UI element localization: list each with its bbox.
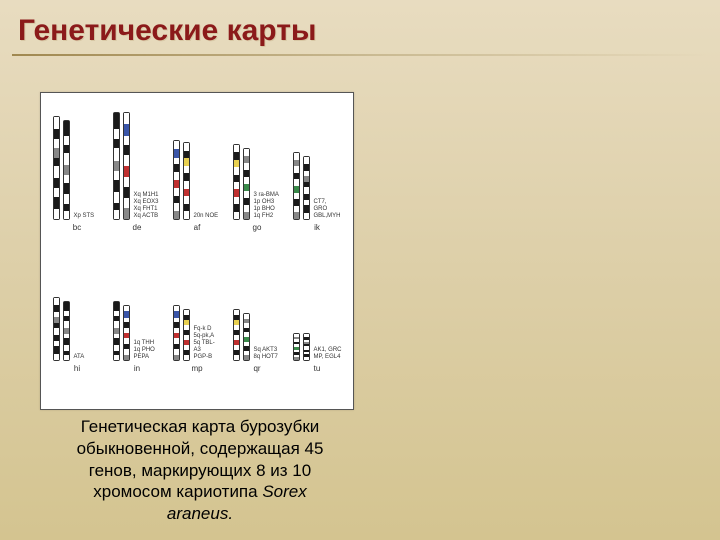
gene-label-column: Fq-k D5q-pk,A5q TBL-A3PGP-B bbox=[194, 326, 222, 361]
chromosome-ideogram bbox=[233, 144, 240, 220]
gene-label-column: 1q THH1q PHOPEPA bbox=[134, 340, 162, 361]
chromosome-ideogram bbox=[123, 112, 130, 220]
gene-label-column: Xq M1H1Xq EOX3Xq FHT1Xq ACTB bbox=[134, 192, 162, 220]
chromosome-axis-label: tu bbox=[314, 364, 321, 373]
chromosome-ideogram bbox=[63, 120, 70, 220]
chromosome-pair: 20n NOE af bbox=[173, 112, 222, 232]
chromosome-pair: Fq-k D5q-pk,A5q TBL-A3PGP-B mp bbox=[173, 253, 222, 373]
chromosome-pair: Xp STS bc bbox=[53, 112, 102, 232]
chromosome-axis-label: qr bbox=[253, 364, 260, 373]
chromosome-axis-label: go bbox=[253, 223, 262, 232]
page-title: Генетические карты bbox=[0, 0, 720, 54]
genetic-map-figure: Xp STS bc Xq M1H1Xq EOX3Xq FHT1Xq ACTB de 20… bbox=[40, 92, 354, 410]
chromosome-ideogram bbox=[183, 142, 190, 220]
chromosome-axis-label: mp bbox=[191, 364, 202, 373]
chromosome-ideogram bbox=[173, 140, 180, 220]
caption-line-1: Генетическая карта бурозубки bbox=[81, 417, 320, 436]
caption-line-2: обыкновенной, содержащая 45 bbox=[77, 439, 324, 458]
gene-label-column: Sq AKT38q HOT7 bbox=[254, 347, 282, 361]
chromosome-ideogram bbox=[123, 305, 130, 361]
species-name-1: Sorex bbox=[262, 482, 306, 501]
chromosome-ideogram bbox=[113, 301, 120, 361]
chromosome-ideogram bbox=[243, 313, 250, 361]
chromosome-ideogram bbox=[63, 301, 70, 361]
chromosome-ideogram bbox=[113, 112, 120, 220]
figure-row-bottom: ATA hi 1q THH1q PHOPEPA in Fq-k D5q-pk,A5q T… bbox=[41, 233, 353, 373]
gene-label-column: ATA bbox=[74, 354, 102, 361]
chromosome-axis-label: bc bbox=[73, 223, 81, 232]
chromosome-ideogram bbox=[173, 305, 180, 361]
gene-label-column: CT7, GROGBL,MYH bbox=[314, 199, 342, 220]
title-underline bbox=[12, 54, 708, 56]
chromosome-axis-label: de bbox=[133, 223, 142, 232]
gene-label-column: 3 ra-BMA1p OH31p BHO1q FH2 bbox=[254, 192, 282, 220]
chromosome-ideogram bbox=[233, 309, 240, 361]
chromosome-pair: AK1, GRCMP, EGL4 tu bbox=[293, 253, 342, 373]
gene-label-column: Xp STS bbox=[74, 213, 102, 220]
gene-label-column: 20n NOE bbox=[194, 213, 222, 220]
gene-label-column: AK1, GRCMP, EGL4 bbox=[314, 347, 342, 361]
chromosome-ideogram bbox=[183, 309, 190, 361]
caption-line-3: генов, маркирующих 8 из 10 bbox=[89, 461, 311, 480]
chromosome-pair: 1q THH1q PHOPEPA in bbox=[113, 253, 162, 373]
chromosome-ideogram bbox=[53, 297, 60, 361]
figure-caption: Генетическая карта бурозубки обыкновенно… bbox=[52, 416, 348, 525]
chromosome-pair: CT7, GROGBL,MYH ik bbox=[293, 112, 342, 232]
figure-row-top: Xp STS bc Xq M1H1Xq EOX3Xq FHT1Xq ACTB de 20… bbox=[41, 93, 353, 233]
chromosome-ideogram bbox=[303, 333, 310, 361]
chromosome-axis-label: in bbox=[134, 364, 140, 373]
chromosome-ideogram bbox=[53, 116, 60, 220]
chromosome-axis-label: hi bbox=[74, 364, 80, 373]
chromosome-pair: 3 ra-BMA1p OH31p BHO1q FH2 go bbox=[233, 112, 282, 232]
chromosome-pair: Sq AKT38q HOT7 qr bbox=[233, 253, 282, 373]
species-name-2: araneus. bbox=[167, 504, 233, 523]
chromosome-ideogram bbox=[243, 148, 250, 220]
chromosome-ideogram bbox=[293, 152, 300, 220]
chromosome-ideogram bbox=[303, 156, 310, 220]
chromosome-pair: ATA hi bbox=[53, 253, 102, 373]
chromosome-axis-label: af bbox=[194, 223, 201, 232]
chromosome-pair: Xq M1H1Xq EOX3Xq FHT1Xq ACTB de bbox=[113, 112, 162, 232]
caption-line-4: хромосом кариотипа bbox=[93, 482, 262, 501]
chromosome-ideogram bbox=[293, 333, 300, 361]
chromosome-axis-label: ik bbox=[314, 223, 320, 232]
